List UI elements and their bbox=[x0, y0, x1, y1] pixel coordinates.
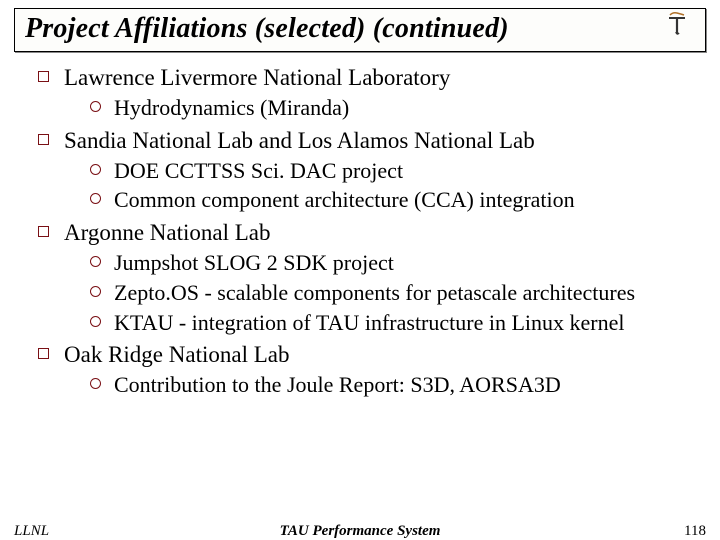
circle-bullet-icon bbox=[90, 286, 101, 297]
lvl2-row: Zepto.OS - scalable components for petas… bbox=[90, 278, 700, 308]
page-number: 118 bbox=[684, 523, 706, 540]
list-item: Sandia National Lab and Los Alamos Natio… bbox=[38, 125, 700, 215]
circle-bullet-icon bbox=[90, 316, 101, 327]
footer: LLNL TAU Performance System 118 bbox=[0, 523, 720, 540]
content-list: Lawrence Livermore National Laboratory H… bbox=[0, 52, 720, 400]
lvl1-row: Sandia National Lab and Los Alamos Natio… bbox=[38, 125, 700, 156]
lvl1-label: Lawrence Livermore National Laboratory bbox=[64, 65, 450, 90]
circle-bullet-icon bbox=[90, 193, 101, 204]
lvl2-label: Zepto.OS - scalable components for petas… bbox=[114, 280, 635, 305]
list-item: Oak Ridge National Lab Contribution to t… bbox=[38, 339, 700, 400]
footer-center: TAU Performance System bbox=[0, 523, 720, 540]
circle-bullet-icon bbox=[90, 164, 101, 175]
circle-bullet-icon bbox=[90, 378, 101, 389]
lvl2-label: DOE CCTTSS Sci. DAC project bbox=[114, 158, 403, 183]
lvl2-label: Contribution to the Joule Report: S3D, A… bbox=[114, 372, 561, 397]
lvl1-row: Lawrence Livermore National Laboratory bbox=[38, 62, 700, 93]
lvl2-row: KTAU - integration of TAU infrastructure… bbox=[90, 308, 700, 338]
lvl2-label: Jumpshot SLOG 2 SDK project bbox=[114, 250, 394, 275]
lvl2-label: KTAU - integration of TAU infrastructure… bbox=[114, 310, 624, 335]
lvl2-row: DOE CCTTSS Sci. DAC project bbox=[90, 156, 700, 186]
lvl1-row: Oak Ridge National Lab bbox=[38, 339, 700, 370]
lvl2-label: Common component architecture (CCA) inte… bbox=[114, 187, 575, 212]
lvl2-row: Jumpshot SLOG 2 SDK project bbox=[90, 248, 700, 278]
square-bullet-icon bbox=[38, 71, 49, 82]
circle-bullet-icon bbox=[90, 101, 101, 112]
square-bullet-icon bbox=[38, 226, 49, 237]
lvl1-label: Argonne National Lab bbox=[64, 220, 271, 245]
square-bullet-icon bbox=[38, 134, 49, 145]
lvl2-row: Hydrodynamics (Miranda) bbox=[90, 93, 700, 123]
lvl2-row: Common component architecture (CCA) inte… bbox=[90, 185, 700, 215]
tau-logo-icon bbox=[667, 11, 687, 37]
lvl2-row: Contribution to the Joule Report: S3D, A… bbox=[90, 370, 700, 400]
list-item: Argonne National Lab Jumpshot SLOG 2 SDK… bbox=[38, 217, 700, 337]
list-item: Lawrence Livermore National Laboratory H… bbox=[38, 62, 700, 123]
title-bar: Project Affiliations (selected) (continu… bbox=[14, 8, 706, 52]
lvl2-label: Hydrodynamics (Miranda) bbox=[114, 95, 349, 120]
page-title: Project Affiliations (selected) (continu… bbox=[25, 13, 509, 44]
lvl1-label: Sandia National Lab and Los Alamos Natio… bbox=[64, 128, 535, 153]
square-bullet-icon bbox=[38, 348, 49, 359]
lvl1-row: Argonne National Lab bbox=[38, 217, 700, 248]
circle-bullet-icon bbox=[90, 256, 101, 267]
lvl1-label: Oak Ridge National Lab bbox=[64, 342, 289, 367]
